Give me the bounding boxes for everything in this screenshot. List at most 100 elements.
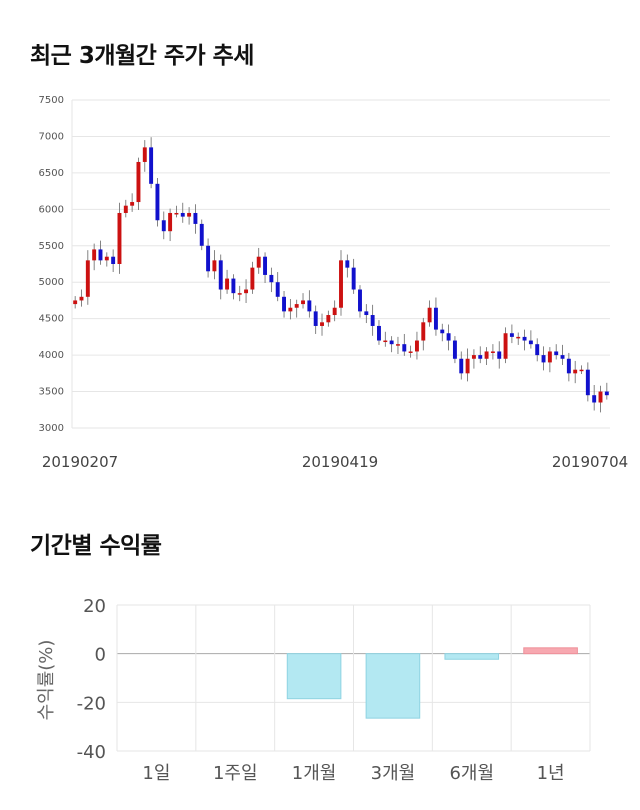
candle (332, 300, 337, 322)
candle-body (503, 333, 508, 359)
candle (307, 290, 312, 318)
candle-body (535, 344, 540, 356)
candle-body (149, 147, 154, 184)
returns-y-label-group: 수익률(%) (36, 640, 57, 721)
candle (326, 310, 331, 327)
y-tick-label: 3000 (39, 423, 64, 434)
candlestick-y-ticks: 3000 3500 4000 4500 5000 5500 6000 6500 7000 7500 (39, 95, 64, 434)
candle (301, 293, 305, 309)
candle (117, 202, 122, 274)
candle (471, 349, 476, 369)
candle (73, 296, 78, 309)
y-axis-label: 수익률(%) (36, 640, 57, 721)
candle-body (193, 212, 198, 224)
candle-body (180, 212, 185, 217)
candle (509, 324, 514, 344)
candle-body (161, 220, 166, 232)
candlestick-chart: 3000 3500 4000 4500 5000 5500 6000 6500 7000 7500… (39, 95, 629, 471)
candle-body (73, 300, 78, 305)
candle (92, 243, 97, 271)
x-tick-label: 20190704 (552, 453, 628, 471)
candle (269, 267, 274, 293)
y-tick-label: 7000 (39, 131, 64, 142)
candle-body (465, 358, 470, 374)
candle (98, 240, 103, 265)
candle-body (237, 293, 242, 295)
x-tick-label: 3개월 (371, 763, 416, 784)
candle (237, 285, 242, 302)
candle-body (275, 282, 280, 297)
candle (79, 289, 84, 307)
candle (547, 347, 552, 373)
candle-body (554, 351, 559, 356)
candle-body (497, 351, 502, 359)
candle-body (427, 307, 432, 323)
candle (168, 208, 173, 242)
candle (225, 269, 230, 294)
candle-body (263, 256, 268, 275)
candlestick-x-ticks: 20190207 20190419 20190704 (42, 453, 628, 471)
candle-body (79, 296, 84, 301)
candle (478, 346, 483, 364)
candle (377, 320, 381, 345)
candle-body (579, 369, 584, 372)
bar (286, 653, 342, 700)
candle-body (459, 358, 464, 374)
candle-body (560, 355, 565, 359)
candle (339, 250, 343, 316)
candle-body (320, 322, 324, 326)
candle-body (408, 351, 413, 353)
returns-y-ticks: 20 0 -20 -40 (77, 596, 106, 763)
candle (231, 274, 236, 300)
candle (440, 323, 445, 342)
y-tick-label: 3500 (39, 387, 64, 398)
candle (598, 385, 603, 413)
candle (136, 157, 141, 211)
candle (294, 299, 299, 318)
candle-body (541, 355, 546, 363)
candle (446, 324, 451, 351)
y-tick-label: 0 (95, 645, 106, 666)
candle-body (225, 278, 230, 290)
candle-body (604, 391, 609, 396)
candle-body (244, 289, 249, 294)
candle-body (522, 336, 527, 341)
candle-body (206, 245, 211, 272)
candle (364, 304, 369, 324)
candle (351, 258, 356, 294)
candle-body (332, 307, 337, 316)
candle-body (345, 260, 350, 268)
candle-body (573, 369, 578, 374)
candle-body (250, 267, 255, 290)
candle (579, 365, 584, 375)
candle-body (104, 256, 109, 261)
candle-body (566, 358, 571, 374)
candle (535, 338, 540, 362)
candle (256, 247, 261, 274)
candle (389, 336, 394, 353)
candle (585, 362, 590, 402)
candle-body (389, 340, 394, 345)
candle (421, 317, 426, 351)
x-tick-label: 1주일 (213, 763, 258, 784)
candle (358, 285, 362, 318)
candle (452, 336, 457, 364)
candle (130, 193, 135, 212)
candle (263, 252, 268, 283)
candle (282, 290, 286, 318)
candle-body (301, 300, 305, 305)
candle-body (478, 355, 483, 359)
candle (433, 297, 438, 336)
candle-body (111, 256, 116, 264)
candlestick-marks (73, 137, 609, 413)
candle-body (358, 289, 362, 312)
candle-body (471, 355, 476, 359)
bar (523, 647, 578, 655)
candle (320, 313, 324, 336)
y-tick-label: 4500 (39, 314, 64, 325)
candle-body (370, 315, 375, 326)
candle-body (452, 340, 457, 359)
price-trend-title: 최근 3개월간 주가 추세 (30, 43, 254, 69)
y-tick-label: 4000 (39, 350, 64, 361)
